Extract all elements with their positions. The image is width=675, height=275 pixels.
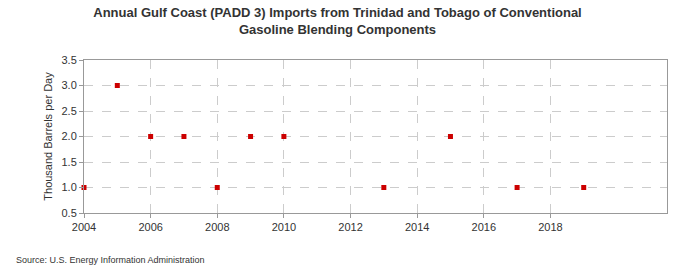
svg-text:2004: 2004 bbox=[72, 221, 96, 233]
svg-text:Thousand Barrels per Day: Thousand Barrels per Day bbox=[42, 72, 54, 201]
svg-text:2010: 2010 bbox=[272, 221, 296, 233]
svg-text:2014: 2014 bbox=[405, 221, 429, 233]
svg-text:Annual Gulf Coast (PADD 3) Imp: Annual Gulf Coast (PADD 3) Imports from … bbox=[93, 5, 581, 37]
svg-text:Source: U.S. Energy Informatio: Source: U.S. Energy Information Administ… bbox=[16, 255, 205, 265]
svg-text:2016: 2016 bbox=[472, 221, 496, 233]
svg-text:0.5: 0.5 bbox=[62, 207, 77, 219]
svg-text:2012: 2012 bbox=[338, 221, 362, 233]
svg-text:3.0: 3.0 bbox=[62, 79, 77, 91]
svg-text:2.0: 2.0 bbox=[62, 130, 77, 142]
svg-text:1.0: 1.0 bbox=[62, 181, 77, 193]
svg-text:2006: 2006 bbox=[138, 221, 162, 233]
svg-text:3.5: 3.5 bbox=[62, 54, 77, 66]
svg-text:2018: 2018 bbox=[538, 221, 562, 233]
svg-text:2.5: 2.5 bbox=[62, 105, 77, 117]
svg-text:1.5: 1.5 bbox=[62, 156, 77, 168]
svg-text:2008: 2008 bbox=[205, 221, 229, 233]
